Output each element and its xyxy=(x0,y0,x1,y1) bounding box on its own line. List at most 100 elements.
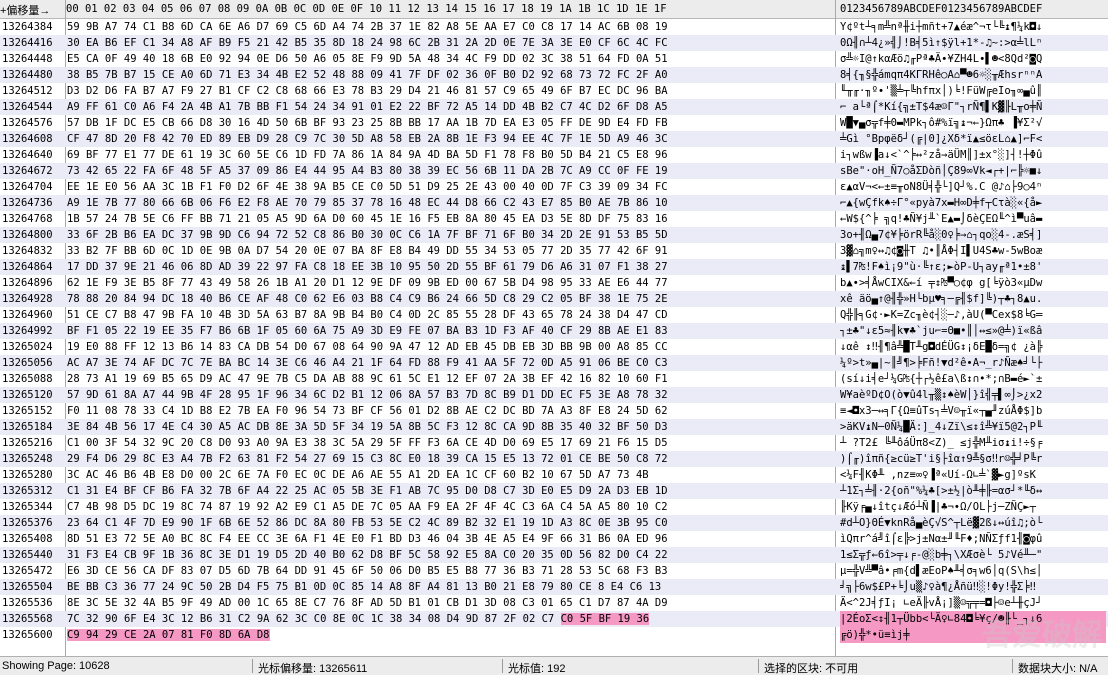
row-ascii[interactable]: (sí↓i╡e┘¼G₧{┼┌½ê£a\ß↕∩•*;∩B▬é►`± xyxy=(840,373,1043,385)
hex-row[interactable]: 13265312 C1 31 E4 BF CF B6 FA 32 7B 6F A4… xyxy=(0,483,1108,499)
row-ascii[interactable]: 1≤Σ╦ƒ←6î>╤↓╒-@░b╪┐\XÆσè└ 5♪Vé╨─" xyxy=(840,549,1043,561)
row-hex-bytes[interactable]: 73 42 65 22 FA 6F 48 5F A5 37 09 86 E4 4… xyxy=(67,165,668,177)
hex-row[interactable]: 13264480 38 B5 7B B7 15 CE A0 6D 71 E3 34… xyxy=(0,67,1108,83)
row-ascii[interactable]: |2ÉoΣ<↕╢1┬Übb<└Ä♀∟84◘╘¥ç/☻╟└_┐↓6 xyxy=(840,611,1106,627)
row-hex-bytes[interactable]: E5 CA 0F 49 40 18 6B E0 92 94 0E D6 50 A… xyxy=(67,53,668,65)
hex-row[interactable]: 13265600 C9 94 29 CE 2A 07 81 F0 8D 6A D8… xyxy=(0,627,1108,643)
hex-row[interactable]: 13265408 8D 51 E3 72 5E A0 BC 8C F4 EE CC… xyxy=(0,531,1108,547)
row-hex-bytes[interactable]: 19 E0 88 FF 12 13 B6 14 83 CA DB 54 D0 6… xyxy=(67,341,668,353)
row-hex-bytes[interactable]: 23 64 C1 4F 7D E9 90 1F 6B 6E 52 86 DC 8… xyxy=(67,517,668,529)
hex-row[interactable]: 13265056 AC A7 3E 74 AF DC 7C 7E BA BC 14… xyxy=(0,355,1108,371)
hex-row[interactable]: 13265536 8E 3C 5E 32 4A B5 9F 49 AD 00 1C… xyxy=(0,595,1108,611)
row-hex-bytes[interactable]: F0 11 08 78 33 C4 1D B8 E2 7B EA F0 96 5… xyxy=(67,405,668,417)
hex-row[interactable]: 13264768 1B 57 24 7B 5E C6 FF BB 71 21 05… xyxy=(0,211,1108,227)
hex-row[interactable]: 13264448 E5 CA 0F 49 40 18 6B E0 92 94 0E… xyxy=(0,51,1108,67)
row-ascii[interactable]: µ=╬V╩▀â•╒m{d▌æEoP♠╨╡σ╕w6│q(S\h≤│ xyxy=(840,565,1043,577)
row-hex-bytes[interactable]: A9 1E 7B 77 80 66 6B 06 F6 E2 F8 AE 70 7… xyxy=(67,197,668,209)
row-hex-bytes[interactable]: BE BB C3 36 77 24 9C 50 2B D4 F5 75 B1 0… xyxy=(67,581,662,593)
row-ascii[interactable]: i┐wßw▐a↓<`^╞↔²zå→äÜM║]±x°░]┤!┼Φû xyxy=(840,149,1043,161)
row-hex-bytes[interactable]: CF 47 8D 20 F8 42 70 ED 89 EB D9 28 C9 7… xyxy=(67,133,668,145)
row-hex-bytes[interactable]: 3C AC 46 B6 4B E8 D0 00 2C 6E 7A F0 EC 0… xyxy=(67,469,649,481)
row-ascii[interactable]: ╟Kÿ╒▄↓îtç↓Æó┴Ñ▐|♣¬∙Ω/OL├j─ZÑÇ►┬ xyxy=(840,501,1036,513)
hex-row[interactable]: 13264832 33 B2 7F BB 6D 0C 1D 0E 9B 0A D7… xyxy=(0,243,1108,259)
row-ascii[interactable]: ≡◄◘x3─↔╕Γ{Ω≡ûTs┐╧V☺╥ï«┬▄╜zúÅΦ$]b xyxy=(840,405,1043,417)
row-ascii[interactable]: ←W${^╞ ╗q!♣Ñ¥j╨`E▲▬⌡δèÇEΩ╙^ì▀uâ▬ xyxy=(840,213,1043,225)
hex-row[interactable]: 13264544 A9 FF 61 C0 A6 F4 2A 4B A1 7B BB… xyxy=(0,99,1108,115)
row-ascii[interactable]: sBe"·oH_Ñ7○åΣDòñ│Ç89∞Vk◄┌+|⌐╠☼■↓ xyxy=(840,165,1043,177)
row-hex-bytes[interactable]: 57 9D 61 8A A7 44 9B 4F 28 95 1F 96 34 6… xyxy=(67,389,668,401)
row-ascii[interactable]: ↨▌7₧!F♠ì¡9"ù·╚↑ε;►òP-U┐ay╓ª1•±8' xyxy=(840,261,1043,273)
hex-row[interactable]: 13265376 23 64 C1 4F 7D E9 90 1F 6B 6E 52… xyxy=(0,515,1108,531)
row-hex-bytes[interactable]: 78 88 20 84 94 DC 18 40 B6 CE AF 48 C0 6… xyxy=(67,293,668,305)
row-hex-bytes[interactable]: 38 B5 7B B7 15 CE A0 6D 71 E3 34 4B E2 5… xyxy=(67,69,668,81)
row-hex-bytes[interactable]: 57 DB 1F DC E5 CB 66 D8 30 16 4D 50 6B B… xyxy=(67,117,668,129)
row-ascii[interactable]: ⌐▲{wÇfk♠÷Γ°«pyà7x▬H∞D╪f┬Cτà░«{å► xyxy=(840,197,1043,209)
row-ascii[interactable]: ┐±♣"↓ε5≈╢k▼♣`ju⌐=Θ■•║│↔≤»@╧)ï«ßâ xyxy=(840,325,1043,337)
row-hex-bytes[interactable]: 29 F4 D6 29 8C E3 A4 7B F2 63 81 F2 54 2… xyxy=(67,453,668,465)
hex-row[interactable]: 13265568 7C 32 90 6F E4 3C 12 B6 31 C2 9A… xyxy=(0,611,1108,627)
hex-row[interactable]: 13265280 3C AC 46 B6 4B E8 D0 00 2C 6E 7A… xyxy=(0,467,1108,483)
hex-row[interactable]: 13264896 62 1E F9 3E B5 8F 77 43 49 58 26… xyxy=(0,275,1108,291)
row-hex-bytes[interactable]: 8E 3C 5E 32 4A B5 9F 49 AD 00 1C 65 8E C… xyxy=(67,597,668,609)
hex-row[interactable]: 13265216 C1 00 3F 54 32 9C 20 C8 D0 93 A0… xyxy=(0,435,1108,451)
hex-row[interactable]: 13265248 29 F4 D6 29 8C E3 A4 7B F2 63 81… xyxy=(0,451,1108,467)
row-hex-bytes[interactable]: 8D 51 E3 72 5E A0 BC 8C F4 EE CC 3E 6A F… xyxy=(67,533,668,545)
row-hex-bytes[interactable]: A9 FF 61 C0 A6 F4 2A 4B A1 7B BB F1 54 2… xyxy=(67,101,668,113)
hex-row[interactable]: 13264800 33 6F 2B B6 EA DC 37 9B 9D C6 94… xyxy=(0,227,1108,243)
row-hex-bytes[interactable]: 59 9B A7 74 C1 B8 6D CA 6E A6 D7 69 C5 6… xyxy=(67,21,668,33)
hex-row[interactable]: 13264736 A9 1E 7B 77 80 66 6B 06 F6 E2 F8… xyxy=(0,195,1108,211)
hex-row[interactable]: 13264864 17 DD 37 9E 21 46 06 8D AD 39 22… xyxy=(0,259,1108,275)
row-ascii[interactable]: σ╩☼I@↑kαÆö♫╓Pª♣Ä∙¥ZH4L∙▌☻<8Qd²◙Q xyxy=(840,53,1043,65)
row-ascii[interactable]: ┴ ?T2£ ╚╨ôáÜπ8<Z)_ ≤j╬M╨iσ↨i!÷§╒ xyxy=(840,437,1043,449)
row-ascii[interactable]: ┴1Σ┐╧╢·2{oñ"%¼♣[>±½|ò╨╪╟=ασ┘*╙δ↔ xyxy=(840,485,1043,497)
row-ascii[interactable]: ↓αê ↕‼╢¶â╩█T╨g◘dÉÜG↕¡δE█δ=╗¢ ¿à╠ xyxy=(840,341,1043,353)
hex-row[interactable]: 13264928 78 88 20 84 94 DC 18 40 B6 CE AF… xyxy=(0,291,1108,307)
row-ascii[interactable]: >äKV↨N─0Ñ¼█Ä:]_4↓Zï\≤↕î╩¥ï5@2┐P╙ xyxy=(840,421,1043,433)
row-hex-bytes[interactable]: 33 B2 7F BB 6D 0C 1D 0E 9B 0A D7 54 20 0… xyxy=(67,245,668,257)
row-hex-bytes[interactable]: E6 3D CE 56 CA DF 83 07 D5 6D 7B 64 DD 9… xyxy=(67,565,668,577)
row-hex-bytes[interactable]: 7C 32 90 6F E4 3C 12 B6 31 C2 9A 62 3C C… xyxy=(67,613,650,625)
hex-row[interactable]: 13265120 57 9D 61 8A A7 44 9B 4F 28 95 1F… xyxy=(0,387,1108,403)
row-ascii[interactable]: W¥aèºD¢O(ò▼û4l╥▒↕♠èW│}î╣╤▌∞⌡>¿x2 xyxy=(840,389,1043,401)
row-hex-bytes[interactable]: 30 EA B6 EF C1 34 A8 AF B9 F5 21 42 B5 3… xyxy=(67,37,668,49)
row-ascii[interactable]: ╧Gì °Bpφëδ┘(╔|0]¿Xδ*ï▲≤öεL⌂▲]⌐F< xyxy=(840,133,1043,145)
row-ascii[interactable]: #d┴O}ΘÉ▼knRå▄èÇ√S^┬Lë▓2ß↓↔úî♫;ò└ xyxy=(840,517,1043,529)
hex-row[interactable]: 13265024 19 E0 88 FF 12 13 B6 14 83 CA DB… xyxy=(0,339,1108,355)
row-hex-bytes[interactable]: C9 94 29 CE 2A 07 81 F0 8D 6A D8 xyxy=(67,629,270,641)
hex-row[interactable]: 13265344 C7 4B 98 D5 DC 19 8C 74 87 19 92… xyxy=(0,499,1108,515)
row-hex-bytes[interactable]: AC A7 3E 74 AF DC 7C 7E BA BC 14 3E C6 4… xyxy=(67,357,668,369)
row-ascii[interactable]: ╔ö)╬*•ü≡ìj╪ xyxy=(840,627,1106,643)
hex-row[interactable]: 13265472 E6 3D CE 56 CA DF 83 07 D5 6D 7B… xyxy=(0,563,1108,579)
row-ascii[interactable]: 3o+╢Ω▄7¢¥╞örR╚å░0♀╞→⌂┐qo░4-.æS╡] xyxy=(840,229,1043,241)
hex-row[interactable]: 13264576 57 DB 1F DC E5 CB 66 D8 30 16 4D… xyxy=(0,115,1108,131)
hex-viewer[interactable]: +偏移量→ 00 01 02 03 04 05 06 07 08 09 0A 0… xyxy=(0,0,1108,656)
row-hex-bytes[interactable]: 69 BF 77 E1 77 DE 61 19 3C 60 5E C6 1D F… xyxy=(67,149,668,161)
hex-row[interactable]: 13265088 28 73 A1 19 69 B5 65 D9 AC 47 9E… xyxy=(0,371,1108,387)
hex-row[interactable]: 13265440 31 F3 E4 CB 9F 1B 36 8C 3E D1 19… xyxy=(0,547,1108,563)
row-ascii[interactable]: Q╬╟╕G¢·►K=Zc╖è¢┤░─♪,àU(▀Cex$8╘G═ xyxy=(840,309,1043,321)
row-hex-bytes[interactable]: 51 CE C7 B8 47 9B FA 10 4B 3D 5A 63 B7 8… xyxy=(67,309,668,321)
hex-row[interactable]: 13265152 F0 11 08 78 33 C4 1D B8 E2 7B EA… xyxy=(0,403,1108,419)
hex-row[interactable]: 13264672 73 42 65 22 FA 6F 48 5F A5 37 09… xyxy=(0,163,1108,179)
row-ascii[interactable]: xê äö▄↑@╢╬»H└bµ♥╕─╔╢$f]╚)┬♣┐8▲u. xyxy=(840,293,1043,305)
row-hex-bytes[interactable]: 31 F3 E4 CB 9F 1B 36 8C 3E D1 19 D5 2D 4… xyxy=(67,549,668,561)
hex-row[interactable]: 13265184 3E 84 4B 56 17 4E C4 30 A5 AC DB… xyxy=(0,419,1108,435)
hex-row[interactable]: 13264992 BF F1 05 22 19 EE 35 F7 B6 6B 1F… xyxy=(0,323,1108,339)
hex-row[interactable]: 13264960 51 CE C7 B8 47 9B FA 10 4B 3D 5A… xyxy=(0,307,1108,323)
row-ascii[interactable]: ╙╥╓·╖º∙'▒╧┬╚hfπx│)╘!FüW╔eIo╖∞▄û║ xyxy=(840,85,1043,97)
row-hex-bytes[interactable]: D3 D2 D6 FA B7 A7 F9 27 B1 CF C2 C8 68 6… xyxy=(67,85,668,97)
row-ascii[interactable]: ¼º>t»▄|~║╝¶>╞Fñ!▼d²ê∙A¬_r♪Ñæ♠╛└├ xyxy=(840,357,1043,369)
hex-row[interactable]: 13264384 59 9B A7 74 C1 B8 6D CA 6E A6 D7… xyxy=(0,19,1108,35)
hex-row[interactable]: 13264704 EE 1E E0 56 AA 3C 1B F1 F0 D2 6F… xyxy=(0,179,1108,195)
row-hex-bytes[interactable]: 17 DD 37 9E 21 46 06 8D AD 39 22 97 FA C… xyxy=(67,261,668,273)
row-hex-bytes[interactable]: 1B 57 24 7B 5E C6 FF BB 71 21 05 A5 9D 6… xyxy=(67,213,668,225)
row-hex-bytes[interactable]: 28 73 A1 19 69 B5 65 D9 AC 47 9E 7B C5 D… xyxy=(67,373,668,385)
hex-row[interactable]: 13264640 69 BF 77 E1 77 DE 61 19 3C 60 5E… xyxy=(0,147,1108,163)
row-hex-bytes[interactable]: 33 6F 2B B6 EA DC 37 9B 9D C6 94 72 52 C… xyxy=(67,229,668,241)
row-hex-bytes[interactable]: 62 1E F9 3E B5 8F 77 43 49 58 26 1B A1 2… xyxy=(67,277,668,289)
row-ascii[interactable]: ε▲αV¬<←±≡╥oN8Ü╡╬└]Q┘%.C @♪⌂├9○4ⁿ xyxy=(840,181,1043,193)
row-ascii[interactable]: ╛╗├6w$£P+╘⌡u▒♪♀à¶¿Åñü‼░!Φyǃ╬Σ╞‼ xyxy=(840,581,1036,593)
hex-row[interactable]: 13264608 CF 47 8D 20 F8 42 70 ED 89 EB D9… xyxy=(0,131,1108,147)
row-hex-bytes[interactable]: C1 00 3F 54 32 9C 20 C8 D0 93 A0 9A E3 3… xyxy=(67,437,668,449)
row-ascii[interactable]: 8╡{╖§╬ámqπ4KΓRHê○A⌂▀☻6☼░╥ÆhsrⁿⁿA xyxy=(840,69,1043,81)
